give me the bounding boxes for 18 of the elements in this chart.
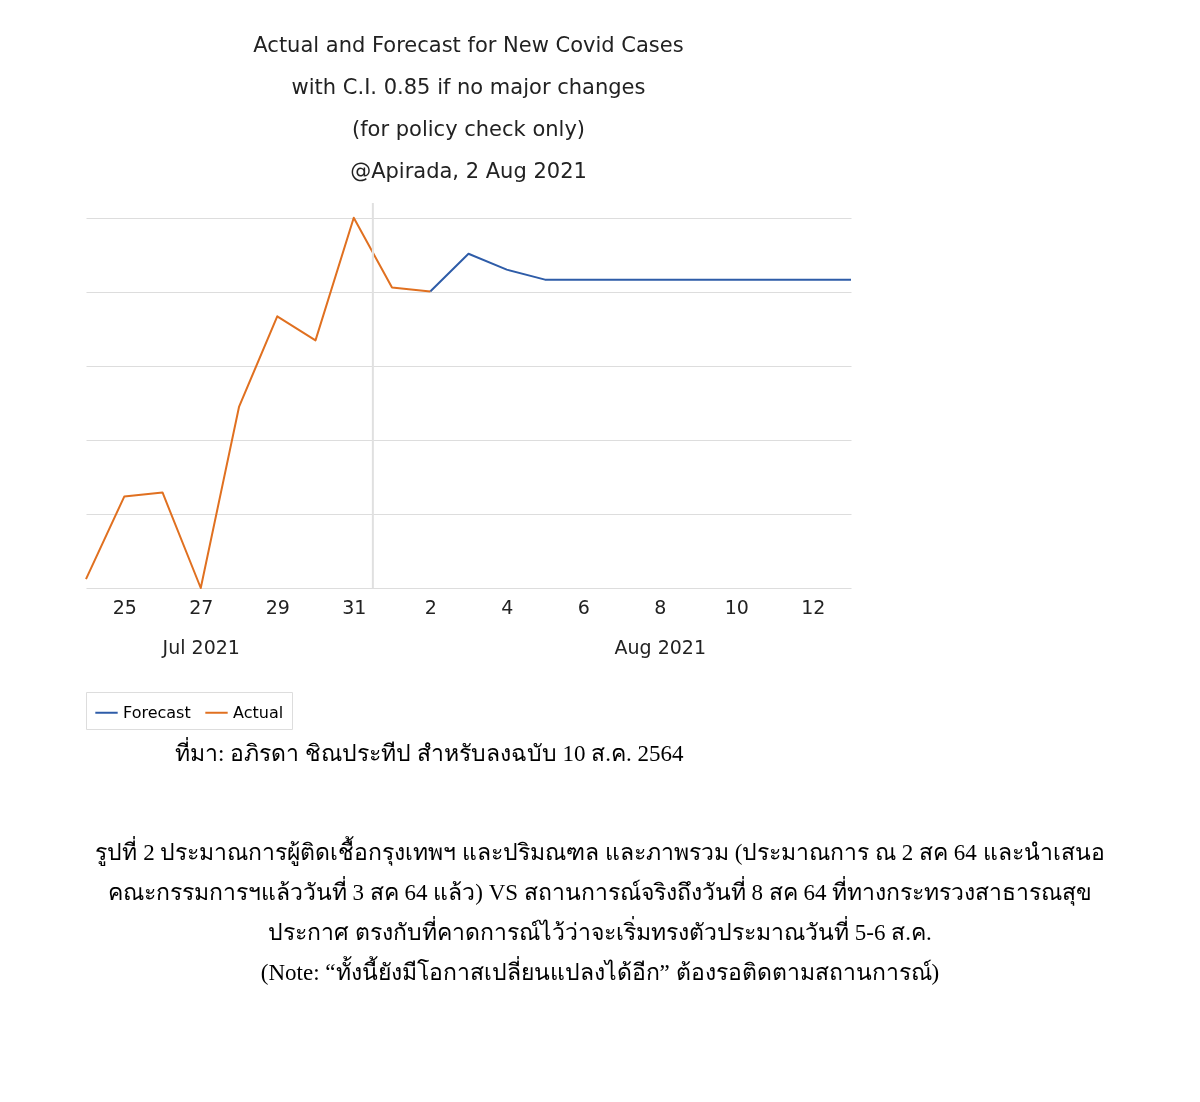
x-tick-label: 6 xyxy=(577,595,590,618)
text: (Note: “ทั้งนี้ยังมีโอกาสเปลี่ยนแปลงได้อีก” ต้องรอติดตามสถานการณ์) xyxy=(259,955,941,987)
x-tick-label: 12 xyxy=(801,595,826,618)
legend-label: Forecast xyxy=(123,702,191,722)
x-tick-label: 4 xyxy=(501,595,514,618)
x-tick-label: 29 xyxy=(265,595,290,618)
x-tick-label: 31 xyxy=(342,595,367,618)
chart-title: Actual and Forecast for New Covid Cases with C.I. 0.85 if no major changes (for policy check only) @Apirada, 2 Aug 2021 xyxy=(253,33,684,183)
legend-label: Actual xyxy=(233,702,284,722)
text: รูปที่ 2 ประมาณการผู้ติดเชื้อกรุงเทพฯ และปริมณฑล และภาพรวม (ประมาณการ ณ 2 สค 64 และนำเสนอ xyxy=(94,835,1106,868)
x-tick-label: 10 xyxy=(724,595,749,618)
text: ประกาศ ตรงกับที่คาดการณ์ไว้ว่าจะเริ่มทรงตัวประมาณวันที่ 5-6 ส.ค. xyxy=(267,915,933,947)
x-tick-label: 2 xyxy=(424,595,437,618)
x-tick-label: 8 Aug 2021 xyxy=(614,595,706,658)
x-tick-label: 25 xyxy=(112,595,137,618)
x-tick-label: 27 Jul 2021 xyxy=(161,595,240,658)
text: ที่มา: อภิรดา ชิณประทีป สำหรับลงฉบับ 10 ส.ค. 2564 xyxy=(175,736,685,768)
text: คณะกรรมการฯแล้ววันที่ 3 สค 64 แล้ว) VS สถานการณ์จริงถึงวันที่ 8 สค 64 ที่ทางกระทรวงสาธารณสุข xyxy=(106,875,1094,908)
